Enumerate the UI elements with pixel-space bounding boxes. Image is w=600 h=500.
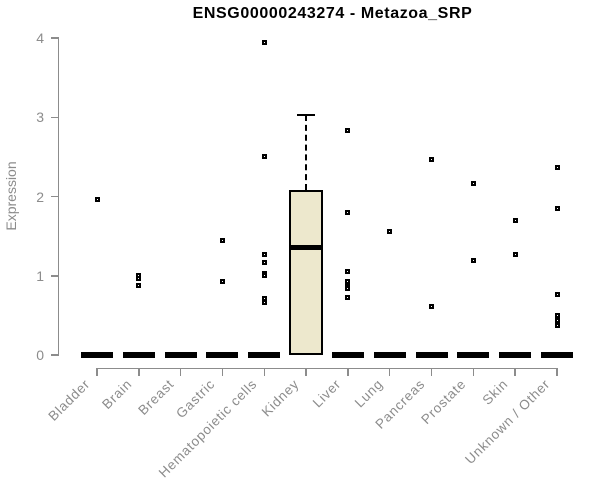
outlier-point bbox=[345, 128, 351, 134]
y-tick-label: 2 bbox=[36, 188, 44, 205]
outlier-point bbox=[261, 251, 267, 257]
x-axis-tick bbox=[472, 369, 475, 376]
x-axis-tick bbox=[138, 369, 140, 376]
x-axis-tick bbox=[305, 369, 307, 376]
y-axis-tick bbox=[50, 275, 58, 277]
x-axis-tick bbox=[179, 369, 182, 376]
outlier-point bbox=[554, 312, 560, 318]
collapsed-box-skin bbox=[499, 352, 532, 358]
collapsed-box-brain bbox=[122, 352, 155, 358]
outlier-point bbox=[554, 165, 560, 171]
outlier-point bbox=[136, 282, 142, 288]
y-axis-tick bbox=[50, 37, 58, 39]
box-kidney bbox=[289, 190, 324, 355]
outlier-point bbox=[429, 156, 435, 162]
upper-whisker bbox=[305, 114, 308, 191]
outlier-point bbox=[429, 304, 435, 310]
outlier-point bbox=[512, 217, 518, 223]
collapsed-box-bladder bbox=[81, 352, 113, 358]
y-tick-label: 1 bbox=[36, 267, 44, 284]
outlier-point bbox=[345, 294, 351, 300]
y-axis-tick bbox=[50, 116, 58, 118]
outlier-point bbox=[261, 259, 267, 265]
outlier-point bbox=[219, 278, 225, 284]
x-axis-tick bbox=[96, 369, 98, 376]
x-axis-tick bbox=[263, 369, 266, 376]
outlier-point bbox=[554, 205, 560, 211]
chart-title: ENSG00000243274 - Metazoa_SRP bbox=[192, 5, 473, 22]
x-axis-tick bbox=[514, 369, 516, 376]
collapsed-box-pancreas bbox=[415, 352, 448, 358]
collapsed-box-gastric bbox=[206, 352, 239, 358]
x-axis-tick bbox=[347, 369, 349, 376]
median-line bbox=[291, 244, 322, 250]
outlier-point bbox=[345, 269, 351, 275]
collapsed-box-lung bbox=[373, 352, 406, 358]
outlier-point bbox=[261, 40, 267, 46]
x-axis-tick bbox=[221, 369, 224, 376]
x-axis-tick bbox=[556, 369, 558, 376]
y-axis-line bbox=[57, 37, 59, 356]
y-axis-tick bbox=[50, 354, 58, 356]
outlier-point bbox=[261, 153, 267, 159]
outlier-point bbox=[554, 317, 560, 323]
x-axis-line bbox=[96, 367, 558, 369]
outlier-point bbox=[554, 292, 560, 298]
outlier-point bbox=[345, 278, 351, 284]
outlier-point bbox=[554, 323, 560, 329]
x-axis-tick bbox=[388, 369, 391, 376]
y-tick-label: 4 bbox=[36, 30, 44, 46]
outlier-point bbox=[387, 228, 393, 234]
y-tick-label: 0 bbox=[36, 347, 44, 363]
outlier-point bbox=[94, 197, 100, 203]
outlier-point bbox=[470, 258, 476, 264]
y-tick-label: 3 bbox=[36, 109, 44, 126]
outlier-point bbox=[345, 209, 351, 215]
collapsed-box-prostate bbox=[457, 352, 490, 358]
upper-whisker-cap bbox=[297, 113, 316, 116]
outlier-point bbox=[261, 300, 267, 306]
outlier-point bbox=[345, 285, 351, 291]
outlier-point bbox=[136, 276, 142, 282]
collapsed-box-liver bbox=[331, 352, 364, 358]
y-axis-tick bbox=[50, 195, 58, 198]
x-axis-tick bbox=[430, 369, 433, 376]
outlier-point bbox=[261, 273, 267, 279]
collapsed-box-hematopoietic-cells bbox=[248, 352, 281, 358]
outlier-point bbox=[219, 237, 225, 243]
outlier-point bbox=[512, 251, 518, 257]
collapsed-box-breast bbox=[164, 352, 197, 358]
collapsed-box-unknown-other bbox=[541, 352, 573, 358]
outlier-point bbox=[470, 180, 476, 186]
